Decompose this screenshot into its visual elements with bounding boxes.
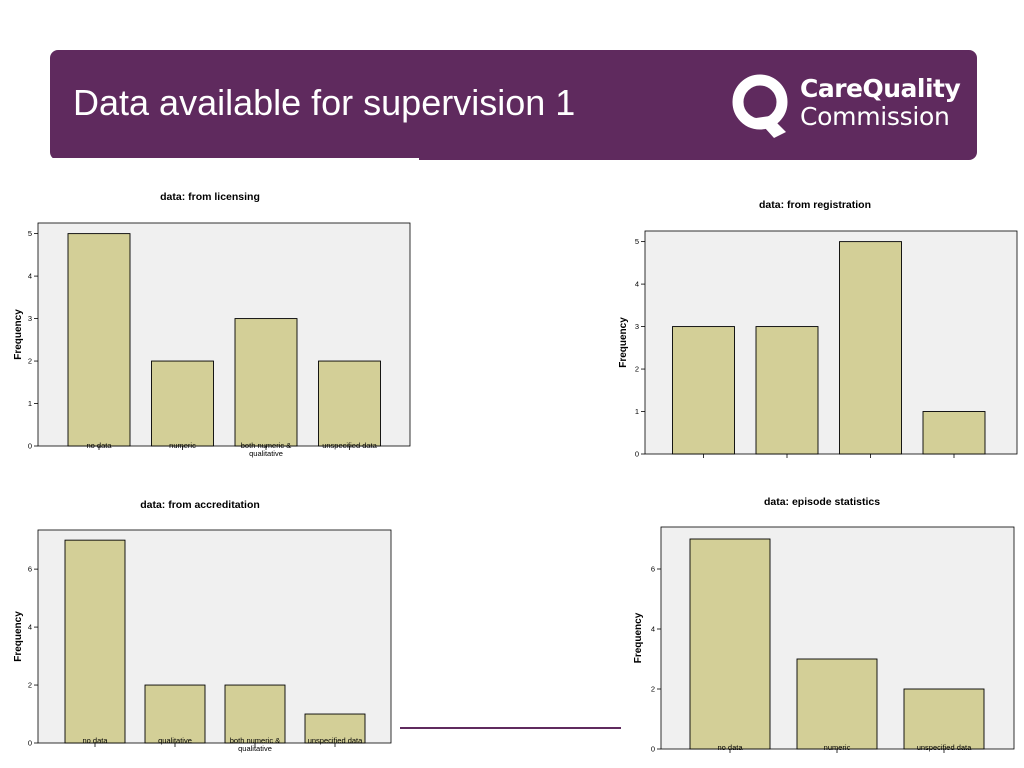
- c3-ylabel: Frequency: [633, 612, 644, 663]
- c1-ytick-label-1: 1: [635, 407, 639, 416]
- cqc-logo: CareQuality Commission: [730, 70, 961, 142]
- c2-ylabel: Frequency: [13, 611, 24, 662]
- c0-category-label-2: both numeric & qualitative: [241, 441, 291, 458]
- c0-ytick-label-2: 2: [28, 357, 32, 366]
- logo-line1: CareQuality: [800, 74, 961, 103]
- c2-bar-3: [304, 713, 366, 744]
- c0-ytick-label-4: 4: [28, 272, 32, 281]
- c2-bar-0: [64, 539, 126, 744]
- c2-ytick-label-0: 0: [28, 739, 32, 748]
- c1-ytick-label-3: 3: [635, 322, 639, 331]
- c3-bar-2: [903, 688, 985, 750]
- c0-ytick-label-5: 5: [28, 229, 32, 238]
- c2-category-label-1: qualitative: [158, 736, 192, 745]
- c0-title: data: from licensing: [160, 191, 260, 203]
- c0-ylabel: Frequency: [13, 309, 24, 360]
- c2-bar-1: [144, 684, 206, 744]
- chart-licensing: data: from licensing Frequency 0 1 2 3 4 5 no da…: [13, 191, 411, 458]
- c2-ytick-label-1: 2: [28, 681, 32, 690]
- page-title: Data available for supervision 1: [73, 82, 576, 123]
- c3-ytick-label-1: 2: [651, 685, 655, 694]
- c0-ytick-label-1: 1: [28, 399, 32, 408]
- c1-ytick-label-5: 5: [635, 237, 639, 246]
- c0-bar-2: [234, 318, 298, 447]
- c0-category-label-1: numeric: [169, 441, 196, 450]
- header-divider-notch: [50, 158, 419, 162]
- header-bar: Data available for supervision 1 CareQua…: [50, 50, 977, 160]
- chart-registration: data: from registration Frequency 0 1 2 3 4 5: [618, 199, 1018, 459]
- c1-bar-0: [672, 326, 735, 455]
- c0-category-label-3: unspecified data: [322, 441, 377, 450]
- chart-accreditation: data: from accreditation Frequency 0 2 4 6 no …: [13, 499, 392, 753]
- c0-ytick-label-3: 3: [28, 314, 32, 323]
- c2-bar-2: [224, 684, 286, 744]
- c1-ylabel: Frequency: [618, 317, 629, 368]
- c3-title: data: episode statistics: [764, 496, 880, 508]
- c0-bar-3: [318, 360, 381, 447]
- c1-bar-1: [755, 326, 819, 455]
- c3-ytick-label-0: 0: [651, 745, 655, 754]
- c1-bar-3: [922, 411, 986, 455]
- cqc-q-logo-icon: [732, 74, 788, 138]
- c2-category-label-2: both numeric & qualitative: [230, 736, 280, 753]
- c3-category-label-2: unspecified data: [917, 743, 972, 752]
- c0-category-label-0: no data: [86, 441, 112, 450]
- c1-ytick-label-2: 2: [635, 365, 639, 374]
- c1-bar-2: [839, 241, 902, 455]
- c2-ytick-label-3: 6: [28, 565, 32, 574]
- c3-bar-1: [796, 658, 878, 750]
- c2-category-label-0: no data: [82, 736, 108, 745]
- c0-bar-1: [151, 360, 214, 447]
- c0-bar-0: [67, 233, 131, 447]
- c1-ytick-label-4: 4: [635, 280, 639, 289]
- c3-category-label-0: no data: [717, 743, 743, 752]
- c1-title: data: from registration: [759, 199, 871, 211]
- c3-ytick-label-3: 6: [651, 565, 655, 574]
- c3-ytick-label-2: 4: [651, 625, 655, 634]
- c2-title: data: from accreditation: [140, 499, 260, 511]
- connector-line: [400, 727, 621, 729]
- c3-category-label-1: numeric: [824, 743, 851, 752]
- c0-ytick-label-0: 0: [28, 442, 32, 451]
- logo-line2: Commission: [800, 102, 950, 131]
- c1-ytick-label-0: 0: [635, 450, 639, 459]
- c3-bar-0: [689, 538, 771, 750]
- c2-ytick-label-2: 4: [28, 623, 32, 632]
- chart-episode-statistics: data: episode statistics Frequency 0 2 4 6 no …: [633, 496, 1015, 754]
- c2-category-label-3: unspecified data: [308, 736, 363, 745]
